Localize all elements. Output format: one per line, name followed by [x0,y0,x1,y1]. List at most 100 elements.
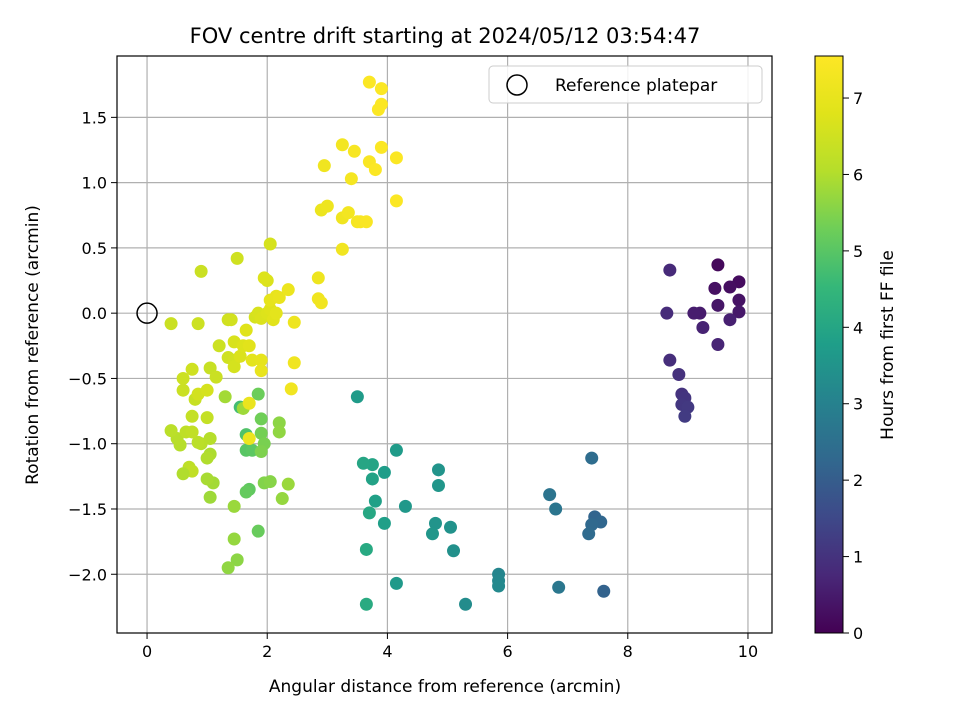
scatter-point [230,251,244,265]
scatter-point [200,411,214,425]
scatter-points [164,75,746,611]
scatter-point [377,516,391,530]
scatter-point [176,371,190,385]
scatter-point [203,361,217,375]
scatter-point [359,542,373,556]
scatter-point [242,396,256,410]
legend: Reference platepar [488,65,763,104]
scatter-point [251,524,265,538]
scatter-point [281,477,295,491]
scatter-point [287,356,301,370]
scatter-point [350,390,364,404]
scatter-point [218,390,232,404]
scatter-point [164,317,178,331]
scatter-point [227,360,241,374]
y-axis-label: Rotation from reference (arcmin) [23,205,43,485]
scatter-point [359,597,373,611]
scatter-point [242,339,256,353]
scatter-point [254,426,268,440]
scatter-point [254,445,268,459]
scatter-point [254,364,268,378]
scatter-point [663,353,677,367]
colorbar-tick-label: 0 [853,624,863,643]
scatter-point [164,424,178,438]
scatter-point [320,199,334,213]
scatter-point [185,425,199,439]
scatter-point [585,451,599,465]
scatter-point [335,138,349,152]
scatter-point [543,488,557,502]
x-tick-label: 8 [623,642,633,661]
y-axis: −2.0 −1.5 −1.0 −0.5 0.0 0.5 1.0 1.5 [68,108,117,584]
scatter-point [347,144,361,158]
scatter-point [227,499,241,513]
grid [117,56,772,633]
legend-entry-reference: Reference platepar [555,76,717,96]
scatter-point [696,321,710,335]
scatter-point [492,579,506,593]
scatter-point [444,520,458,534]
scatter-point [191,317,205,331]
scatter-point [176,467,190,481]
scatter-point [582,527,596,541]
x-axis: 0 2 4 6 8 10 [142,633,758,661]
scatter-point [263,237,277,251]
scatter-point [374,140,388,154]
scatter-point [723,280,737,294]
scatter-point [191,435,205,449]
scatter-point [233,349,247,363]
scatter-point [185,409,199,423]
scatter-point [200,451,214,465]
scatter-point [663,263,677,277]
colorbar-tick-label: 2 [853,471,863,490]
scatter-point [287,315,301,329]
scatter-point [389,194,403,208]
scatter-point [200,383,214,397]
x-axis-label: Angular distance from reference (arcmin) [269,677,621,697]
y-tick-label: 0.0 [82,304,107,323]
colorbar-tick-label: 5 [853,242,863,261]
scatter-point [359,215,373,229]
scatter-point [687,306,701,320]
scatter-point [371,103,385,117]
colorbar-tick-label: 4 [853,318,863,337]
scatter-point [708,281,722,295]
scatter-point [275,492,289,506]
scatter-point [431,463,445,477]
scatter-point [203,490,217,504]
colorbar-tick-label: 3 [853,395,863,414]
scatter-point [185,362,199,376]
colorbar-tick-label: 7 [853,89,863,108]
y-tick-label: 0.5 [82,239,107,258]
x-tick-label: 0 [142,642,152,661]
scatter-point [272,425,286,439]
scatter-point [272,291,286,305]
y-tick-label: −2.0 [68,565,107,584]
colorbar-tick-label: 1 [853,548,863,567]
scatter-point [272,416,286,430]
scatter-point [200,472,214,486]
scatter-point [269,306,283,320]
reference-point-marker [136,302,158,324]
scatter-point [732,305,746,319]
scatter-point [341,206,355,220]
scatter-point [425,527,439,541]
scatter-point [245,353,259,367]
colorbar-tick-label: 6 [853,165,863,184]
scatter-point [263,475,277,489]
scatter-point [447,544,461,558]
scatter-point [549,502,563,516]
scatter-point [242,431,256,445]
scatter-point [711,258,725,272]
scatter-point [377,465,391,479]
scatter-point [239,485,253,499]
scatter-point [711,298,725,312]
scatter-point [428,516,442,530]
scatter-point [311,271,325,285]
scatter-point [365,472,379,486]
scatter-point [711,338,725,351]
scatter-point [251,387,265,401]
scatter-point [227,532,241,546]
chart-title: FOV centre drift starting at 2024/05/12 … [190,24,701,48]
scatter-point [431,478,445,492]
